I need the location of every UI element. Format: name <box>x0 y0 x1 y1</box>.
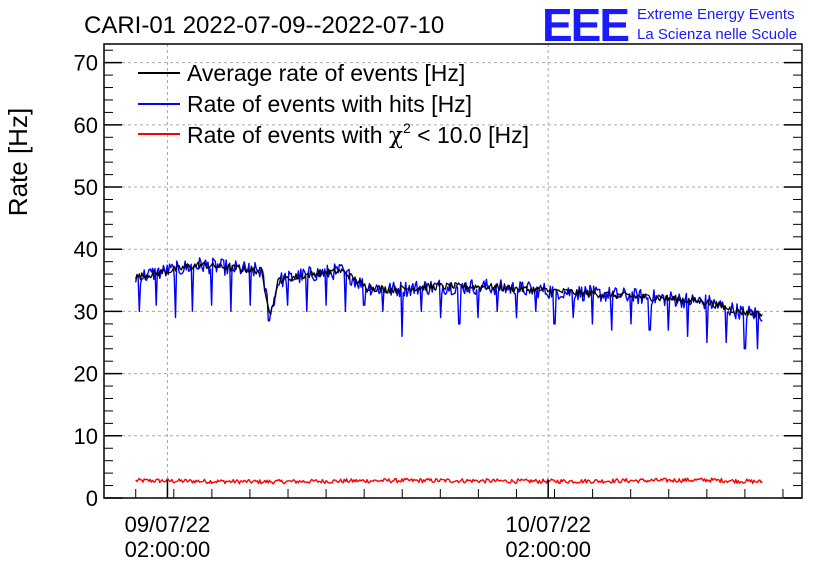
eee-logo: EEE <box>542 0 628 51</box>
y-tick-label: 60 <box>74 113 98 138</box>
series-line-chi2 <box>135 477 763 485</box>
y-tick-label: 40 <box>74 237 98 262</box>
legend-label-chi2: Rate of events with χ2 < 10.0 [Hz] <box>187 120 529 149</box>
legend: Average rate of events [Hz] Rate of even… <box>138 60 529 149</box>
y-tick-label: 20 <box>74 362 98 387</box>
chart-title: CARI-01 2022-07-09--2022-07-10 <box>84 12 444 39</box>
grid <box>104 44 802 498</box>
logo-line-2: La Scienza nelle Scuole <box>637 26 797 43</box>
logo-line-1: Extreme Energy Events <box>637 6 795 23</box>
y-tick-label: 70 <box>74 51 98 76</box>
x-tick-label-date: 09/07/22 <box>125 512 211 537</box>
legend-label-hits: Rate of events with hits [Hz] <box>187 91 472 117</box>
axes: 01020304050607009/07/2202:00:0010/07/220… <box>74 49 802 562</box>
plot-frame <box>103 43 803 499</box>
x-tick-label-date: 10/07/22 <box>505 512 591 537</box>
y-tick-label: 10 <box>74 424 98 449</box>
y-tick-label: 0 <box>86 486 98 511</box>
y-tick-label: 50 <box>74 175 98 200</box>
x-tick-label-time: 02:00:00 <box>505 537 591 562</box>
x-tick-label-time: 02:00:00 <box>125 537 211 562</box>
series-line-hits <box>135 257 763 350</box>
y-tick-label: 30 <box>74 299 98 324</box>
series-layer <box>135 257 763 485</box>
series-line-average <box>135 261 763 319</box>
legend-label-average: Average rate of events [Hz] <box>187 60 465 86</box>
y-axis-title: Rate [Hz] <box>3 108 33 216</box>
